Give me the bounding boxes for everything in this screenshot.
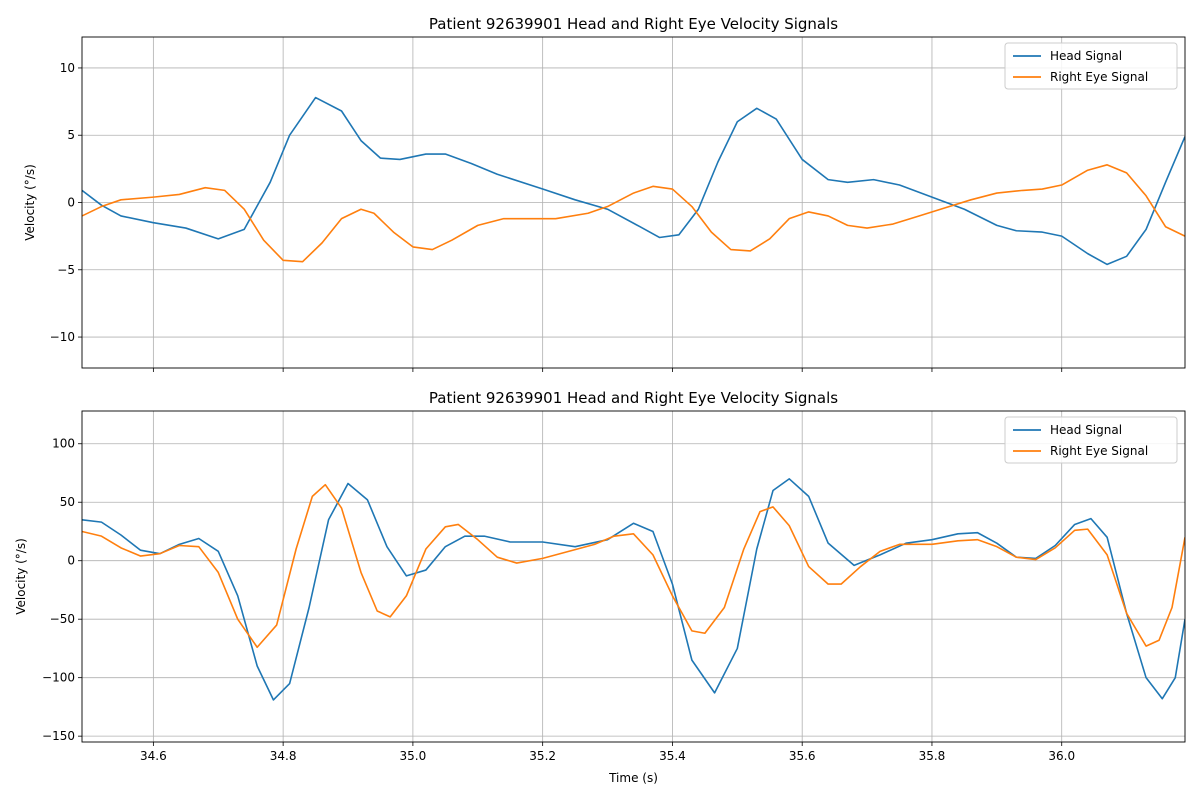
series-line-head-signal (82, 96, 1185, 266)
legend-label: Head Signal (1050, 423, 1122, 437)
y-tick-label: −100 (42, 671, 75, 685)
legend-label: Right Eye Signal (1050, 70, 1148, 84)
y-tick-label: 0 (67, 554, 75, 568)
y-tick-label: −150 (42, 729, 75, 743)
chart-title: Patient 92639901 Head and Right Eye Velo… (429, 389, 838, 407)
y-tick-label: −10 (50, 330, 75, 344)
y-tick-label: −50 (50, 612, 75, 626)
x-tick-label: 34.6 (140, 749, 167, 763)
legend: Head Signal Right Eye Signal (1004, 42, 1178, 90)
x-axis-label: Time (s) (608, 771, 658, 785)
y-tick-label: 50 (60, 495, 75, 509)
axes-frame (81, 410, 1186, 743)
legend-box (1004, 42, 1178, 90)
y-axis-label: Velocity (°/s) (23, 164, 37, 241)
x-tick-label: 35.0 (400, 749, 427, 763)
x-tick-label: 34.8 (270, 749, 297, 763)
series-line-right-eye-signal (82, 483, 1185, 649)
y-tick-label: −5 (57, 263, 75, 277)
y-axis-label: Velocity (°/s) (14, 538, 28, 615)
x-tick-label: 36.0 (1048, 749, 1075, 763)
chart-title: Patient 92639901 Head and Right Eye Velo… (429, 15, 838, 33)
series-line-right-eye-signal (82, 164, 1185, 263)
x-tick-label: 35.4 (659, 749, 686, 763)
series-line-head-signal (82, 478, 1185, 701)
x-tick-label: 35.6 (789, 749, 816, 763)
legend-box (1004, 416, 1178, 464)
y-tick-label: 10 (60, 61, 75, 75)
x-tick-label: 35.8 (919, 749, 946, 763)
legend-label: Head Signal (1050, 49, 1122, 63)
bottom-chart: Patient 92639901 Head and Right Eye Velo… (14, 389, 1186, 785)
top-chart: Patient 92639901 Head and Right Eye Velo… (23, 15, 1186, 372)
legend-label: Right Eye Signal (1050, 444, 1148, 458)
y-tick-label: 0 (67, 196, 75, 210)
legend: Head Signal Right Eye Signal (1004, 416, 1178, 464)
y-tick-label: 100 (52, 437, 75, 451)
y-tick-label: 5 (67, 128, 75, 142)
x-tick-label: 35.2 (529, 749, 556, 763)
